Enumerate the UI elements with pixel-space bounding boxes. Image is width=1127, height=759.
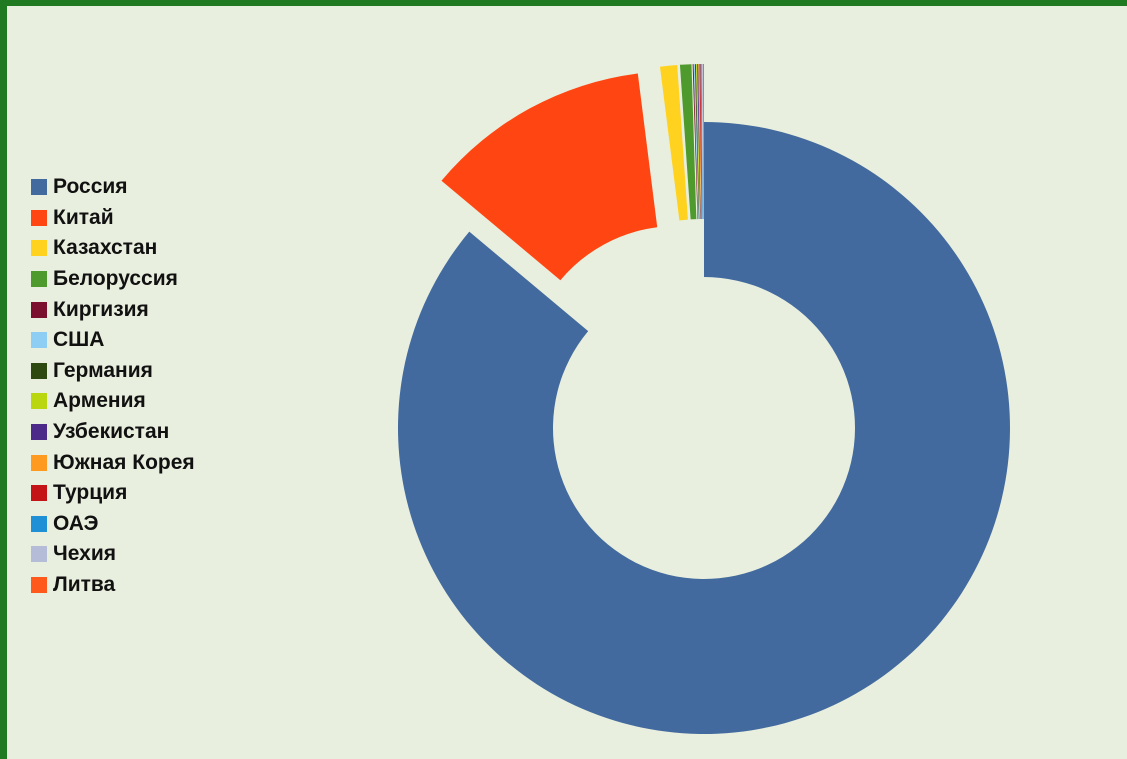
slice-2 (441, 73, 658, 281)
legend-swatch (31, 362, 47, 379)
legend-swatch (31, 271, 47, 288)
legend-swatch (31, 515, 47, 532)
legend-item: Армения (31, 386, 195, 417)
legend-label: Литва (53, 573, 116, 597)
legend-swatch (31, 577, 47, 594)
chart-legend: Россия Китай Казахстан Белоруссия Киргизия СШ… (31, 172, 195, 600)
legend-label: Киргизия (53, 297, 149, 321)
legend-item: Турция (31, 478, 195, 509)
slice-3 (659, 65, 688, 221)
legend-swatch (31, 546, 47, 563)
slice-5 (692, 64, 698, 220)
slice-10 (698, 64, 702, 220)
legend-label: Армения (53, 389, 146, 413)
legend-item: Южная Корея (31, 447, 195, 478)
legend-item: США (31, 325, 195, 356)
legend-item: Китай (31, 203, 195, 234)
legend-swatch (31, 209, 47, 226)
legend-swatch (31, 332, 47, 349)
legend-label: США (53, 328, 105, 352)
legend-item: Узбекистан (31, 417, 195, 448)
slice-1 (397, 122, 1011, 734)
slice-14 (702, 64, 704, 220)
slice-7 (694, 64, 700, 220)
slice-8 (696, 64, 700, 220)
slice-6 (693, 64, 699, 220)
legend-item: Литва (31, 570, 195, 601)
legend-label: Южная Корея (53, 450, 195, 474)
legend-swatch (31, 454, 47, 471)
legend-label: Белоруссия (53, 267, 178, 291)
legend-item: Казахстан (31, 233, 195, 264)
legend-label: ОАЭ (53, 511, 99, 535)
legend-item: Киргизия (31, 294, 195, 325)
legend-swatch (31, 240, 47, 257)
legend-swatch (31, 424, 47, 441)
legend-label: Китай (53, 205, 114, 229)
legend-label: Казахстан (53, 236, 158, 260)
legend-item: Россия (31, 172, 195, 203)
legend-swatch (31, 301, 47, 318)
legend-label: Турция (53, 481, 128, 505)
slice-13 (701, 64, 704, 220)
slice-11 (699, 64, 702, 220)
legend-label: Германия (53, 358, 153, 382)
legend-swatch (31, 485, 47, 502)
legend-item: Белоруссия (31, 264, 195, 295)
legend-label: Узбекистан (53, 420, 170, 444)
slice-4 (679, 64, 697, 220)
legend-label: Россия (53, 175, 128, 199)
slice-9 (697, 64, 701, 220)
legend-item: ОАЭ (31, 509, 195, 540)
slice-12 (700, 64, 703, 220)
legend-swatch (31, 179, 47, 196)
legend-swatch (31, 393, 47, 410)
legend-item: Чехия (31, 539, 195, 570)
legend-label: Чехия (53, 542, 116, 566)
legend-item: Германия (31, 356, 195, 387)
